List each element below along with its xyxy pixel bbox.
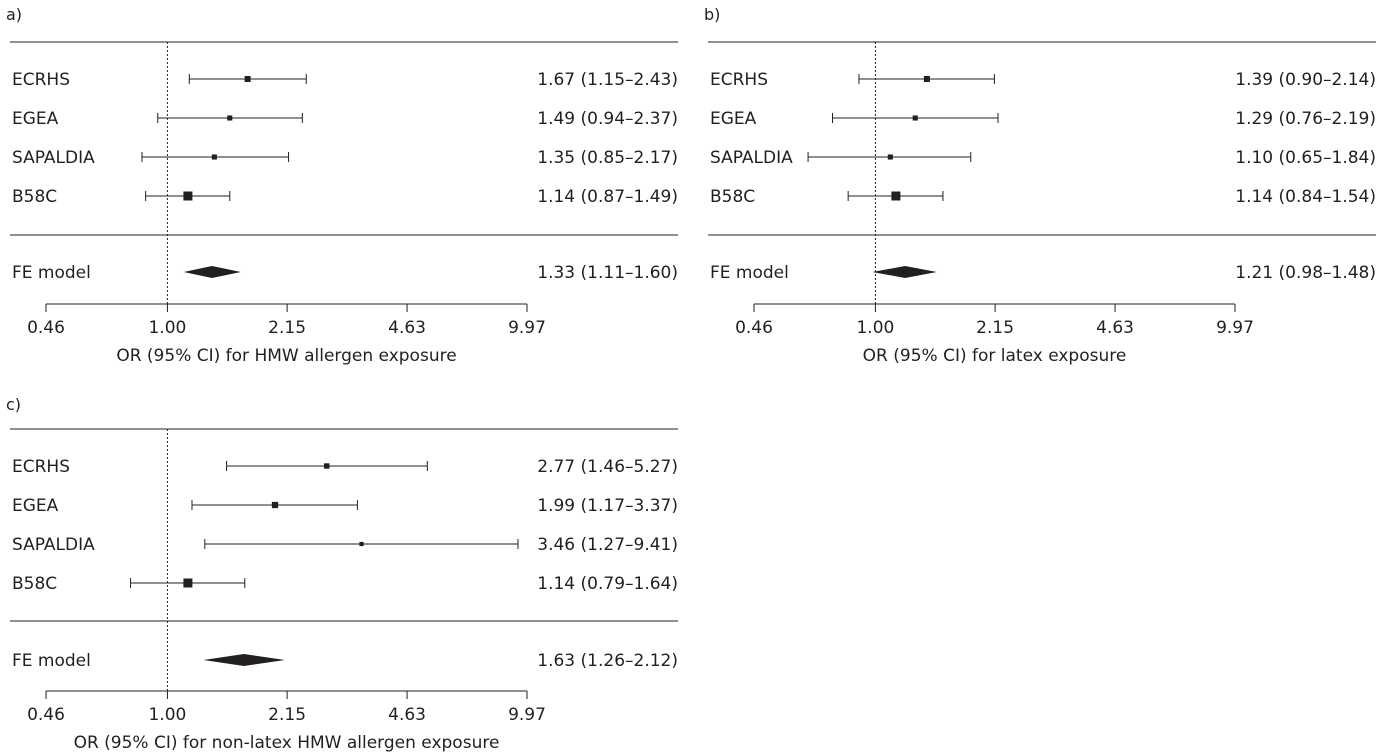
x-tick-label: 1.00 bbox=[148, 318, 186, 338]
point-estimate bbox=[183, 578, 193, 588]
or-ci-text: 1.10 (0.65–1.84) bbox=[1235, 148, 1376, 168]
point-estimate bbox=[324, 463, 330, 469]
or-ci-text: 1.49 (0.94–2.37) bbox=[537, 109, 678, 129]
or-ci-text: 1.67 (1.15–2.43) bbox=[537, 70, 678, 90]
forest-panel-1: a) ECRHS 1.67 (1.15–2.43) EGEA 1.49 (0.94–2.… bbox=[6, 5, 678, 366]
forest-panel-3: c) ECRHS 2.77 (1.46–5.27) EGEA 1.99 (1.17–3.… bbox=[6, 395, 678, 753]
or-ci-text: 2.77 (1.46–5.27) bbox=[537, 457, 678, 477]
or-ci-text: 1.14 (0.84–1.54) bbox=[1235, 187, 1376, 207]
or-ci-text: 1.99 (1.17–3.37) bbox=[537, 496, 678, 516]
point-estimate bbox=[923, 76, 930, 82]
study-label: B58C bbox=[12, 574, 57, 594]
or-ci-text: 1.63 (1.26–2.12) bbox=[537, 651, 678, 671]
or-ci-text: 1.14 (0.87–1.49) bbox=[537, 187, 678, 207]
point-estimate bbox=[244, 76, 251, 82]
study-label: EGEA bbox=[12, 496, 59, 516]
summary-label: FE model bbox=[710, 263, 789, 283]
summary-diamond bbox=[183, 266, 241, 278]
or-ci-text: 1.21 (0.98–1.48) bbox=[1235, 263, 1376, 283]
point-estimate bbox=[359, 541, 364, 547]
or-ci-text: 1.33 (1.11–1.60) bbox=[537, 263, 678, 283]
x-tick-label: 2.15 bbox=[976, 318, 1014, 338]
x-axis-title: OR (95% CI) for latex exposure bbox=[863, 346, 1127, 366]
point-estimate bbox=[887, 154, 893, 160]
x-tick-label: 2.15 bbox=[268, 705, 306, 725]
point-estimate bbox=[271, 501, 279, 509]
point-estimate bbox=[891, 191, 901, 201]
or-ci-text: 1.39 (0.90–2.14) bbox=[1235, 70, 1376, 90]
summary-diamond bbox=[872, 266, 937, 278]
x-tick-label: 0.46 bbox=[27, 318, 65, 338]
x-axis-title: OR (95% CI) for HMW allergen exposure bbox=[116, 346, 456, 366]
x-tick-label: 0.46 bbox=[735, 318, 773, 338]
study-label: B58C bbox=[12, 187, 57, 207]
study-label: EGEA bbox=[710, 109, 757, 129]
summary-diamond bbox=[203, 654, 285, 666]
or-ci-text: 1.35 (0.85–2.17) bbox=[537, 148, 678, 168]
study-label: ECRHS bbox=[12, 457, 70, 477]
summary-label: FE model bbox=[12, 263, 91, 283]
x-tick-label: 2.15 bbox=[268, 318, 306, 338]
x-axis-title: OR (95% CI) for non-latex HMW allergen e… bbox=[74, 733, 500, 753]
study-label: SAPALDIA bbox=[12, 148, 95, 168]
point-estimate bbox=[183, 191, 193, 201]
point-estimate bbox=[211, 154, 217, 160]
x-tick-label: 4.63 bbox=[388, 705, 426, 725]
study-label: ECRHS bbox=[710, 70, 768, 90]
x-tick-label: 1.00 bbox=[148, 705, 186, 725]
x-tick-label: 1.00 bbox=[856, 318, 894, 338]
x-tick-label: 4.63 bbox=[1096, 318, 1134, 338]
point-estimate bbox=[912, 115, 918, 121]
panel-label: a) bbox=[6, 5, 22, 24]
study-label: EGEA bbox=[12, 109, 59, 129]
x-tick-label: 4.63 bbox=[388, 318, 426, 338]
panel-label: b) bbox=[704, 5, 720, 24]
or-ci-text: 1.14 (0.79–1.64) bbox=[537, 574, 678, 594]
study-label: B58C bbox=[710, 187, 755, 207]
x-tick-label: 9.97 bbox=[1216, 318, 1254, 338]
summary-label: FE model bbox=[12, 651, 91, 671]
study-label: ECRHS bbox=[12, 70, 70, 90]
x-tick-label: 9.97 bbox=[508, 705, 546, 725]
study-label: SAPALDIA bbox=[710, 148, 793, 168]
study-label: SAPALDIA bbox=[12, 535, 95, 555]
panel-label: c) bbox=[6, 395, 21, 414]
forest-panel-2: b) ECRHS 1.39 (0.90–2.14) EGEA 1.29 (0.76–2.… bbox=[704, 5, 1376, 366]
point-estimate bbox=[227, 115, 233, 121]
x-tick-label: 0.46 bbox=[27, 705, 65, 725]
or-ci-text: 1.29 (0.76–2.19) bbox=[1235, 109, 1376, 129]
x-tick-label: 9.97 bbox=[508, 318, 546, 338]
or-ci-text: 3.46 (1.27–9.41) bbox=[537, 535, 678, 555]
